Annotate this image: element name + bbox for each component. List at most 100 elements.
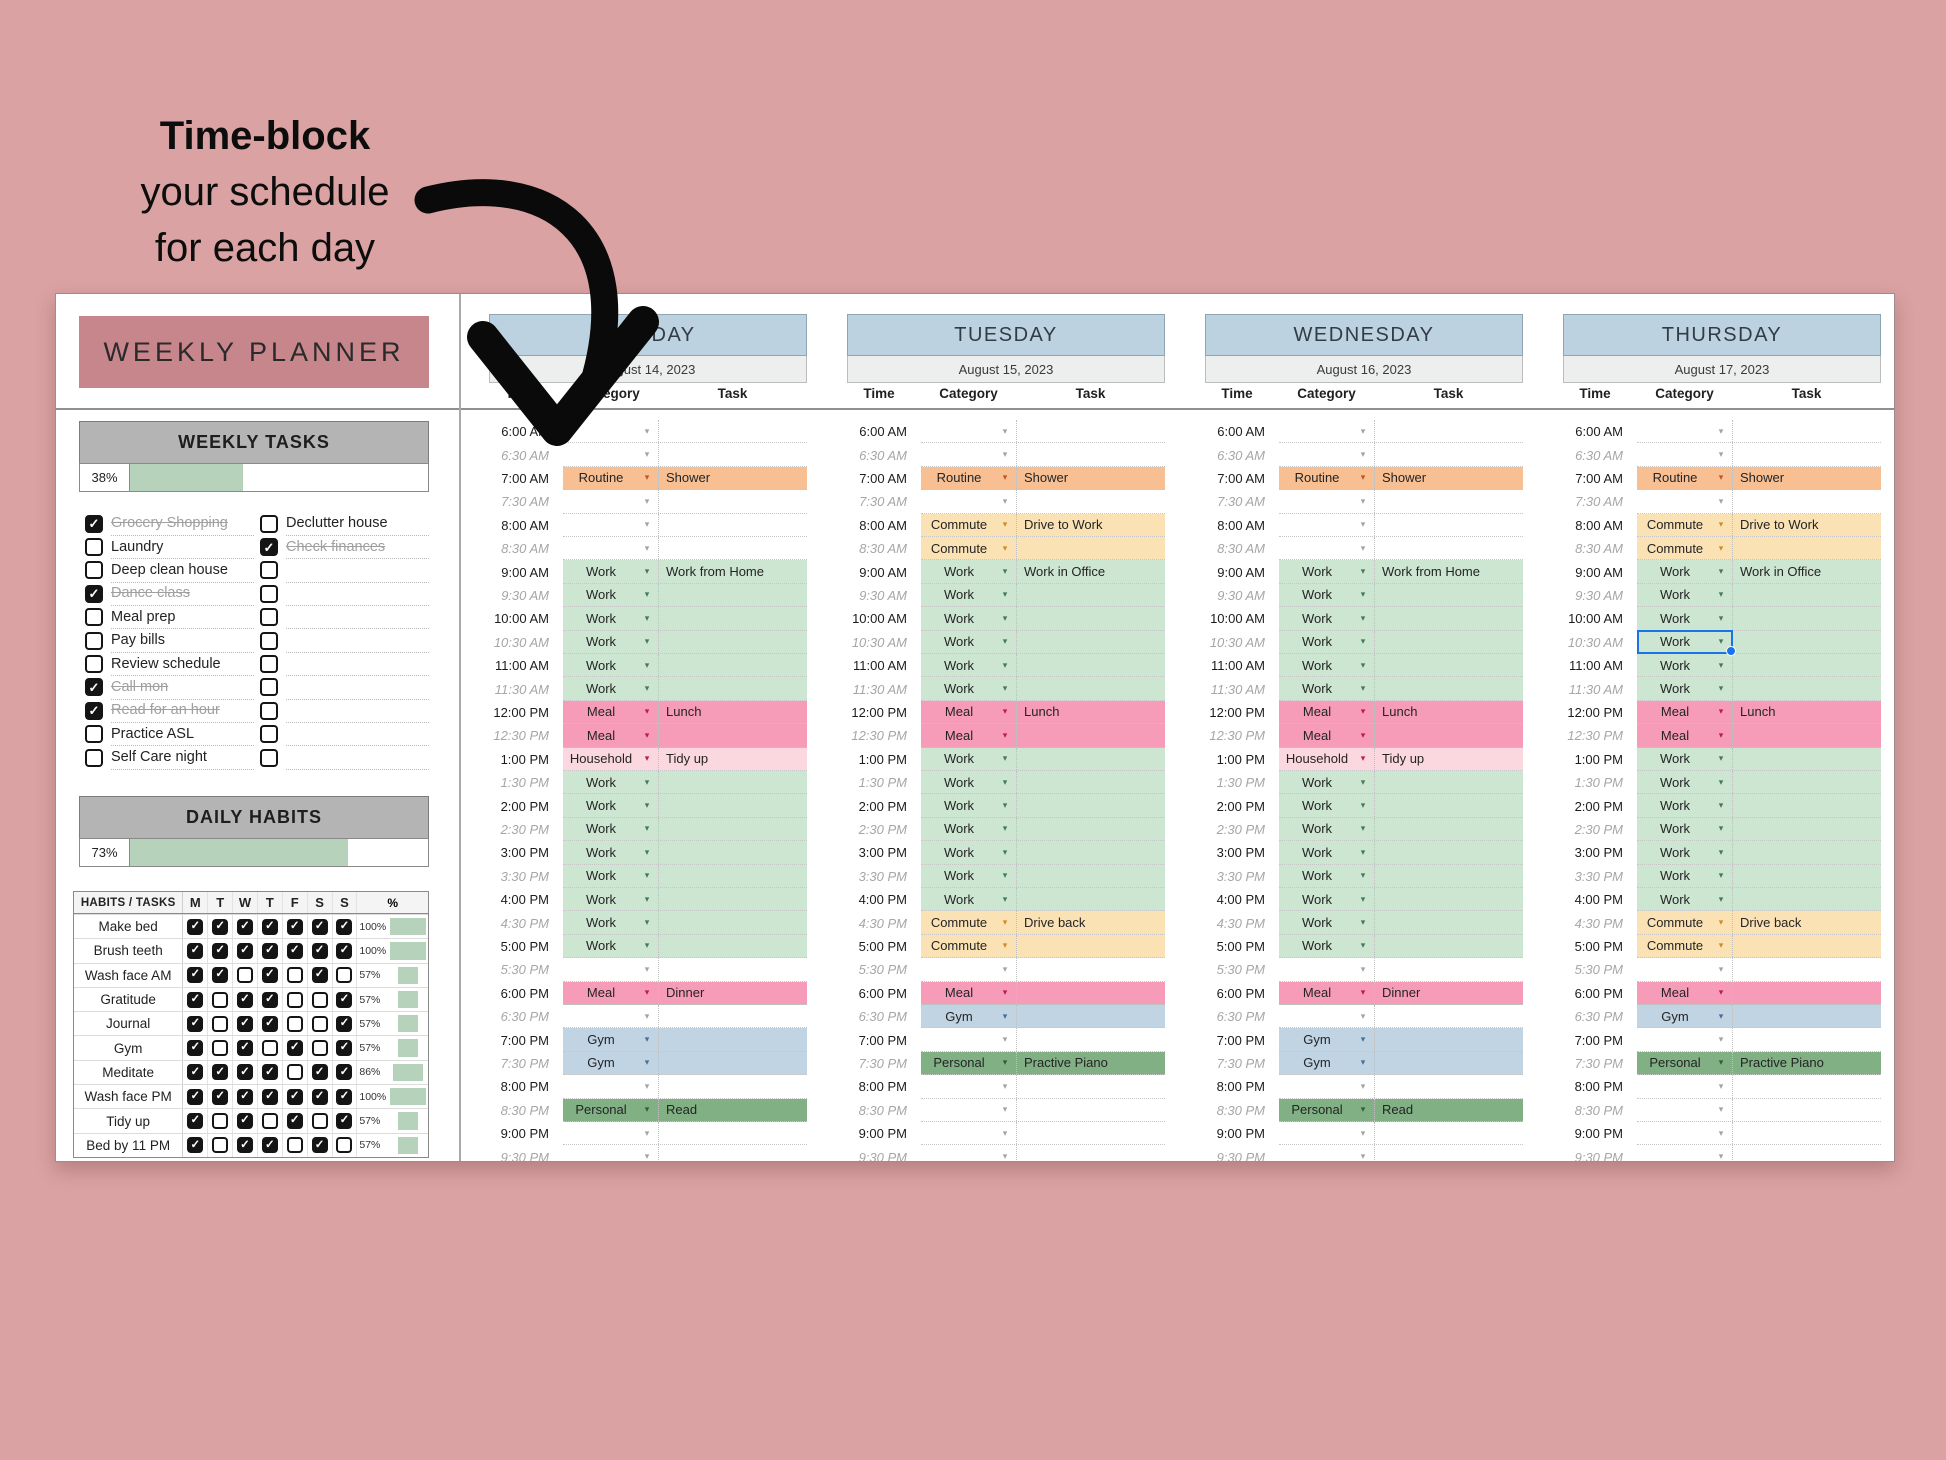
category-cell[interactable]: Work <box>943 821 975 837</box>
checkbox[interactable] <box>311 1113 328 1130</box>
category-dropdown-icon[interactable]: ▾ <box>644 1057 650 1068</box>
task-cell[interactable] <box>1024 631 1165 653</box>
task-cell[interactable] <box>666 911 807 933</box>
category-dropdown-icon[interactable]: ▾ <box>1718 753 1724 764</box>
category-dropdown-icon[interactable]: ▾ <box>1360 729 1366 740</box>
task-cell[interactable]: Lunch <box>1740 704 1776 720</box>
category-dropdown-icon[interactable]: ▾ <box>1718 659 1724 670</box>
category-dropdown-icon[interactable]: ▾ <box>1002 823 1008 834</box>
category-cell[interactable]: Commute <box>1646 915 1704 931</box>
category-dropdown-icon[interactable]: ▾ <box>1718 987 1724 998</box>
category-dropdown-icon[interactable]: ▾ <box>1002 917 1008 928</box>
task-cell[interactable] <box>1024 818 1165 840</box>
category-dropdown-icon[interactable]: ▾ <box>1360 753 1366 764</box>
task-cell[interactable] <box>1382 1028 1523 1050</box>
category-cell[interactable]: Work <box>585 915 617 931</box>
checkbox[interactable]: ✓ <box>336 1015 353 1032</box>
category-dropdown-icon[interactable]: ▾ <box>1002 659 1008 670</box>
task-cell[interactable] <box>1024 443 1165 465</box>
checkbox[interactable] <box>286 991 303 1008</box>
category-dropdown-icon[interactable]: ▾ <box>644 425 650 436</box>
checkbox[interactable]: ✓ <box>237 1088 253 1105</box>
category-cell[interactable]: Meal <box>1302 704 1332 720</box>
category-cell[interactable]: Meal <box>1660 727 1690 743</box>
checkbox[interactable]: ✓ <box>187 1015 204 1032</box>
task-cell[interactable] <box>1024 420 1165 442</box>
checkbox[interactable]: ✓ <box>336 1113 353 1130</box>
category-cell[interactable]: Work <box>1659 891 1691 907</box>
category-cell[interactable] <box>921 1099 997 1121</box>
category-dropdown-icon[interactable]: ▾ <box>1360 589 1366 600</box>
category-dropdown-icon[interactable]: ▾ <box>1360 449 1366 460</box>
category-cell[interactable] <box>1279 514 1355 536</box>
checkbox[interactable] <box>260 748 278 767</box>
category-dropdown-icon[interactable]: ▾ <box>1002 1080 1008 1091</box>
checkbox[interactable] <box>212 1015 229 1032</box>
category-dropdown-icon[interactable]: ▾ <box>644 542 650 553</box>
checkbox[interactable]: ✓ <box>261 1064 278 1081</box>
category-dropdown-icon[interactable]: ▾ <box>644 1104 650 1115</box>
category-dropdown-icon[interactable]: ▾ <box>1360 846 1366 857</box>
category-cell[interactable]: Work <box>585 610 617 626</box>
task-cell[interactable]: Lunch <box>1024 704 1060 720</box>
checkbox[interactable]: ✓ <box>237 1040 253 1057</box>
checkbox[interactable]: ✓ <box>187 1064 204 1081</box>
task-cell[interactable] <box>666 771 807 793</box>
task-cell[interactable] <box>666 1028 807 1050</box>
task-cell[interactable] <box>1382 654 1523 676</box>
category-dropdown-icon[interactable]: ▾ <box>1718 800 1724 811</box>
category-cell[interactable] <box>563 1005 639 1027</box>
category-cell[interactable]: Work <box>943 844 975 860</box>
task-cell[interactable]: Drive to Work <box>1740 517 1819 533</box>
task-cell[interactable] <box>1740 724 1881 746</box>
checkbox[interactable]: ✓ <box>187 991 204 1008</box>
category-cell[interactable] <box>1637 443 1713 465</box>
category-dropdown-icon[interactable]: ▾ <box>1002 683 1008 694</box>
category-cell[interactable]: Work <box>943 634 975 650</box>
checkbox[interactable] <box>260 701 278 720</box>
category-dropdown-icon[interactable]: ▾ <box>1718 823 1724 834</box>
category-dropdown-icon[interactable]: ▾ <box>1718 1127 1724 1138</box>
category-cell[interactable] <box>1637 1122 1713 1144</box>
category-cell[interactable] <box>921 1122 997 1144</box>
category-dropdown-icon[interactable]: ▾ <box>1002 706 1008 717</box>
checkbox[interactable]: ✓ <box>286 1113 303 1130</box>
category-dropdown-icon[interactable]: ▾ <box>644 800 650 811</box>
checkbox[interactable] <box>260 725 278 744</box>
category-cell[interactable]: Meal <box>1660 985 1690 1001</box>
category-dropdown-icon[interactable]: ▾ <box>1718 425 1724 436</box>
category-cell[interactable] <box>921 1028 997 1050</box>
category-cell[interactable] <box>1637 1099 1713 1121</box>
category-dropdown-icon[interactable]: ▾ <box>1718 612 1724 623</box>
category-cell[interactable]: Routine <box>1294 470 1340 486</box>
checkbox[interactable]: ✓ <box>85 678 103 697</box>
category-dropdown-icon[interactable]: ▾ <box>1718 542 1724 553</box>
task-cell[interactable] <box>666 818 807 840</box>
task-cell[interactable] <box>1382 865 1523 887</box>
task-cell[interactable] <box>1382 443 1523 465</box>
category-dropdown-icon[interactable]: ▾ <box>1002 589 1008 600</box>
category-dropdown-icon[interactable]: ▾ <box>1718 870 1724 881</box>
task-cell[interactable] <box>666 607 807 629</box>
checkbox[interactable]: ✓ <box>311 1137 328 1154</box>
category-dropdown-icon[interactable]: ▾ <box>1002 1034 1008 1045</box>
category-cell[interactable]: Work <box>585 844 617 860</box>
category-dropdown-icon[interactable]: ▾ <box>1718 1010 1724 1021</box>
category-dropdown-icon[interactable]: ▾ <box>1002 729 1008 740</box>
checkbox[interactable] <box>85 655 103 674</box>
task-cell[interactable] <box>1740 935 1881 957</box>
checkbox[interactable]: ✓ <box>187 1137 204 1154</box>
checkbox[interactable] <box>85 631 103 650</box>
category-dropdown-icon[interactable]: ▾ <box>1002 472 1008 483</box>
task-cell[interactable] <box>1740 748 1881 770</box>
category-cell[interactable]: Work <box>1301 774 1333 790</box>
task-cell[interactable]: Work from Home <box>666 564 764 580</box>
task-cell[interactable] <box>1024 490 1165 512</box>
category-dropdown-icon[interactable]: ▾ <box>1002 800 1008 811</box>
category-dropdown-icon[interactable]: ▾ <box>1718 683 1724 694</box>
task-cell[interactable] <box>1024 771 1165 793</box>
task-cell[interactable]: Drive to Work <box>1024 517 1103 533</box>
task-cell[interactable] <box>1024 1075 1165 1097</box>
task-cell[interactable] <box>1024 1145 1165 1161</box>
category-dropdown-icon[interactable]: ▾ <box>644 963 650 974</box>
